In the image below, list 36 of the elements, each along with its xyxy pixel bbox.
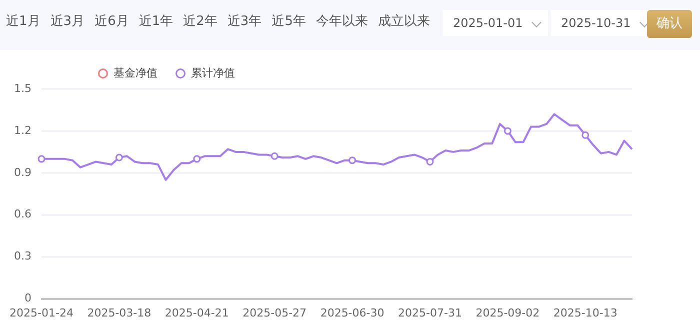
y-tick-label: 0	[24, 292, 32, 305]
text: 成立以来	[378, 13, 430, 30]
x-tick-label: 2025-03-18	[87, 306, 152, 320]
y-tick-label: 0.6	[14, 208, 32, 221]
point	[193, 155, 201, 163]
text: 近3年	[227, 13, 262, 30]
text: 近6月	[94, 13, 129, 30]
x-tick-label: 2025-10-13	[553, 306, 618, 320]
point	[38, 155, 46, 163]
text: 今年以来	[316, 13, 368, 30]
text: 确认	[647, 10, 692, 38]
text: 2025-10-31	[561, 16, 631, 30]
legend-label: 累计净值	[191, 66, 235, 80]
legend-label: 基金净值	[114, 66, 158, 80]
point	[426, 158, 434, 166]
x-tick-label: 2025-04-21	[164, 306, 229, 320]
text: 近5年	[272, 13, 306, 30]
point	[582, 131, 590, 139]
x-tick-label: 2025-09-02	[476, 306, 540, 320]
x-tick-label: 2025-06-30	[320, 306, 384, 320]
text: 2025-01-01	[453, 16, 523, 30]
point	[115, 154, 123, 162]
text: 近3月	[50, 13, 85, 30]
text: 近1月	[6, 13, 40, 30]
y-tick-label: 1.5	[14, 82, 32, 95]
y-tick-label: 0.3	[14, 250, 32, 263]
point	[348, 156, 356, 164]
point	[270, 152, 278, 160]
x-tick-label: 2025-01-24	[10, 306, 74, 320]
text: 近2年	[183, 13, 218, 30]
x-tick-label: 2025-07-31	[398, 306, 462, 320]
text: 近1年	[138, 13, 174, 30]
x-tick-label: 2025-05-27	[242, 306, 307, 320]
y-tick-label: 0.9	[14, 166, 32, 179]
y-tick-label: 1.2	[14, 124, 32, 137]
point	[504, 127, 512, 135]
